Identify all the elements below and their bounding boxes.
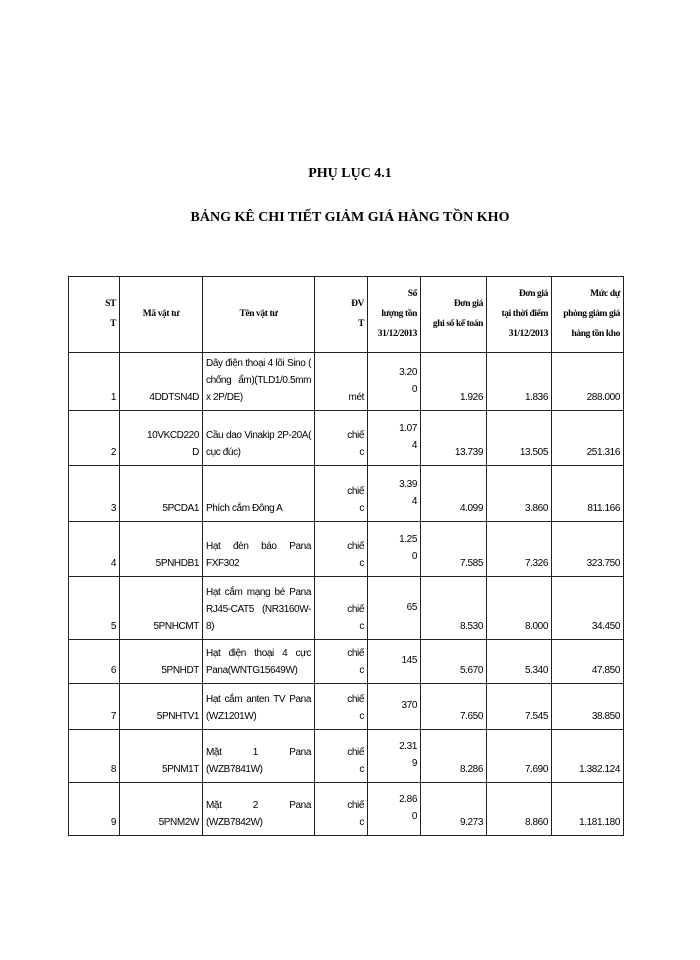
name-cell: Hạt cắm anten TV Pana (WZ1201W) bbox=[202, 683, 315, 730]
quantity-cell: 3.20 0 bbox=[367, 352, 421, 411]
name-cell: Mặt 2 Pana (WZB7842W) bbox=[202, 782, 315, 836]
stt-cell: 6 bbox=[68, 639, 120, 684]
unit-cell: chiế c bbox=[314, 729, 368, 783]
header-dongia-so: Đơn giá ghi sổ kế toán bbox=[420, 276, 487, 353]
code-cell: 10VKCD220 D bbox=[119, 410, 203, 466]
provision-cell: 1.382.124 bbox=[551, 729, 624, 783]
provision-cell: 811.166 bbox=[551, 465, 624, 522]
code-cell: 4DDTSN4D bbox=[119, 352, 203, 411]
book-price-cell: 7.585 bbox=[420, 521, 487, 577]
unit-cell: chiế c bbox=[314, 782, 368, 836]
appendix-title: PHỤ LỤC 4.1 bbox=[308, 166, 392, 181]
provision-cell: 1.181.180 bbox=[551, 782, 624, 836]
name-cell: Hạt cắm mạng bé Pana RJ45-CAT5 (NR3160W-… bbox=[202, 576, 315, 640]
table-row: 6 5PNHDT Hạt điện thoại 4 cực Pana(WNTG156… bbox=[68, 639, 624, 684]
stt-cell: 5 bbox=[68, 576, 120, 640]
market-price-cell: 13.505 bbox=[486, 410, 552, 466]
market-price-cell: 7.690 bbox=[486, 729, 552, 783]
book-price-cell: 8.286 bbox=[420, 729, 487, 783]
unit-cell: chiế c bbox=[314, 521, 368, 577]
market-price-cell: 7.326 bbox=[486, 521, 552, 577]
provision-cell: 34.450 bbox=[551, 576, 624, 640]
unit-cell: chiế c bbox=[314, 639, 368, 684]
book-price-cell: 13.739 bbox=[420, 410, 487, 466]
market-price-cell: 5.340 bbox=[486, 639, 552, 684]
stt-cell: 8 bbox=[68, 729, 120, 783]
book-price-cell: 1.926 bbox=[420, 352, 487, 411]
unit-cell: chiế c bbox=[314, 683, 368, 730]
quantity-cell: 370 bbox=[367, 683, 421, 730]
table-row: 7 5PNHTV1 Hạt cắm anten TV Pana (WZ1201W) c… bbox=[68, 683, 624, 730]
code-cell: 5PNHDB1 bbox=[119, 521, 203, 577]
name-cell: Hạt điện thoại 4 cực Pana(WNTG15649W) bbox=[202, 639, 315, 684]
quantity-cell: 2.86 0 bbox=[367, 782, 421, 836]
header-dongia-tt: Đơn giá tại thời điểm 31/12/2013 bbox=[486, 276, 552, 353]
name-cell: Mặt 1 Pana (WZB7841W) bbox=[202, 729, 315, 783]
market-price-cell: 7.545 bbox=[486, 683, 552, 730]
table-row: 5 5PNHCMT Hạt cắm mạng bé Pana RJ45-CAT5 (… bbox=[68, 576, 624, 640]
market-price-cell: 3.860 bbox=[486, 465, 552, 522]
book-price-cell: 8.530 bbox=[420, 576, 487, 640]
table-row: 1 4DDTSN4D Dây điện thoại 4 lõi Sino ( chố… bbox=[68, 352, 624, 411]
book-price-cell: 7.650 bbox=[420, 683, 487, 730]
quantity-cell: 1.25 0 bbox=[367, 521, 421, 577]
table-row: 9 5PNM2W Mặt 2 Pana (WZB7842W) chiế c 2.86 0… bbox=[68, 782, 624, 836]
table-row: 4 5PNHDB1 Hạt đèn báo Pana FXF302 chiế c 1.2… bbox=[68, 521, 624, 577]
stt-cell: 1 bbox=[68, 352, 120, 411]
stt-cell: 7 bbox=[68, 683, 120, 730]
header-ma: Mã vật tư bbox=[119, 276, 203, 353]
book-price-cell: 9.273 bbox=[420, 782, 487, 836]
provision-cell: 38.850 bbox=[551, 683, 624, 730]
stt-cell: 4 bbox=[68, 521, 120, 577]
book-price-cell: 4.099 bbox=[420, 465, 487, 522]
provision-cell: 251.316 bbox=[551, 410, 624, 466]
code-cell: 5PNHTV1 bbox=[119, 683, 203, 730]
header-soluong: Số lượng tồn 31/12/2013 bbox=[367, 276, 421, 353]
unit-cell: chiế c bbox=[314, 576, 368, 640]
stt-cell: 9 bbox=[68, 782, 120, 836]
inventory-table: ST T Mã vật tư Tên vật tư ĐV T Số lượng … bbox=[68, 276, 624, 836]
quantity-cell: 2.31 9 bbox=[367, 729, 421, 783]
unit-cell: mét bbox=[314, 352, 368, 411]
table-title: BẢNG KÊ CHI TIẾT GIẢM GIÁ HÀNG TỒN KHO bbox=[190, 210, 510, 225]
market-price-cell: 8.860 bbox=[486, 782, 552, 836]
code-cell: 5PNHDT bbox=[119, 639, 203, 684]
unit-cell: chiế c bbox=[314, 465, 368, 522]
header-row: ST T Mã vật tư Tên vật tư ĐV T Số lượng … bbox=[68, 276, 624, 353]
name-cell: Dây điện thoại 4 lõi Sino ( chống ẩm)(TL… bbox=[202, 352, 315, 411]
name-cell: Cầu dao Vinakip 2P-20A( cục đúc) bbox=[202, 410, 315, 466]
provision-cell: 47.850 bbox=[551, 639, 624, 684]
code-cell: 5PNM1T bbox=[119, 729, 203, 783]
stt-cell: 2 bbox=[68, 410, 120, 466]
quantity-cell: 1.07 4 bbox=[367, 410, 421, 466]
header-dvt: ĐV T bbox=[314, 276, 368, 353]
code-cell: 5PNHCMT bbox=[119, 576, 203, 640]
quantity-cell: 3.39 4 bbox=[367, 465, 421, 522]
header-mucduphong: Mức dự phòng giảm giá hàng tồn kho bbox=[551, 276, 624, 353]
provision-cell: 288.000 bbox=[551, 352, 624, 411]
market-price-cell: 1.836 bbox=[486, 352, 552, 411]
quantity-cell: 145 bbox=[367, 639, 421, 684]
name-cell: Hạt đèn báo Pana FXF302 bbox=[202, 521, 315, 577]
provision-cell: 323.750 bbox=[551, 521, 624, 577]
table-row: 2 10VKCD220 D Cầu dao Vinakip 2P-20A( cục … bbox=[68, 410, 624, 466]
code-cell: 5PCDA1 bbox=[119, 465, 203, 522]
name-cell: Phích cắm Đông A bbox=[202, 465, 315, 522]
table-row: 8 5PNM1T Mặt 1 Pana (WZB7841W) chiế c 2.31 9… bbox=[68, 729, 624, 783]
header-stt: ST T bbox=[68, 276, 120, 353]
stt-cell: 3 bbox=[68, 465, 120, 522]
market-price-cell: 8.000 bbox=[486, 576, 552, 640]
quantity-cell: 65 bbox=[367, 576, 421, 640]
unit-cell: chiế c bbox=[314, 410, 368, 466]
code-cell: 5PNM2W bbox=[119, 782, 203, 836]
header-ten: Tên vật tư bbox=[202, 276, 315, 353]
book-price-cell: 5.670 bbox=[420, 639, 487, 684]
